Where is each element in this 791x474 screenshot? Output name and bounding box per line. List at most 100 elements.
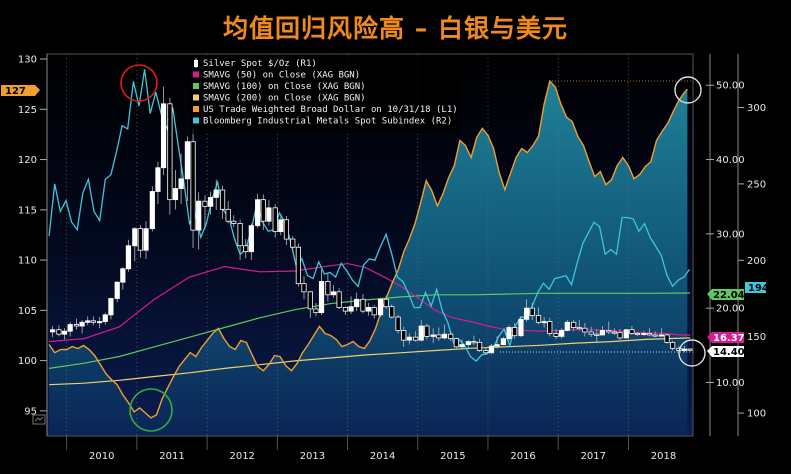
title-bar: 均值回归风险高 – 白银与美元 [0, 0, 791, 54]
x-tick-label: 2018 [651, 451, 676, 462]
x-tick-label: 2016 [510, 451, 535, 462]
silver-candle [418, 325, 424, 341]
silver-candle [132, 228, 138, 247]
silver-candle [681, 348, 688, 351]
tag-silver-text: 14.40 [713, 347, 745, 358]
silver-candle [213, 189, 219, 198]
left-tick-label: 115 [18, 205, 37, 216]
silver-candle [178, 178, 184, 189]
silver-candle [85, 320, 91, 323]
silver-candle [494, 344, 500, 347]
right-inner-tick-label: 10.00 [716, 378, 745, 389]
silver-candle [606, 330, 612, 333]
silver-candle [143, 228, 149, 251]
silver-candle [237, 223, 243, 247]
tag-sma100: 22.04 [707, 289, 745, 301]
silver-candle [646, 333, 653, 336]
silver-candle [325, 281, 331, 296]
tag-sma100-text: 22.04 [713, 290, 745, 301]
x-tick-label: 2014 [370, 451, 395, 462]
right-outer-tick-label: 200 [747, 256, 766, 267]
legend-swatch [193, 106, 199, 112]
silver-candle [483, 350, 489, 354]
silver-candle [518, 318, 524, 337]
silver-candle [167, 103, 173, 201]
silver-candle [664, 334, 670, 343]
usd-line [48, 79, 688, 419]
page-title: 均值回归风险高 – 白银与美元 [223, 14, 568, 43]
silver-candle [611, 331, 617, 334]
silver-candle [476, 341, 483, 351]
silver-candle [371, 307, 377, 316]
silver-candle [652, 334, 658, 337]
silver-candle [149, 191, 155, 230]
silver-candle [453, 338, 459, 348]
left-tick-label: 110 [18, 256, 37, 267]
silver-candle [272, 207, 278, 233]
right-outer-tick-label: 100 [747, 409, 766, 420]
sma200-line [49, 337, 691, 386]
legend: Silver Spot $/Oz (R1) SMAVG (50) on Close… [190, 57, 460, 134]
x-tick-label: 2017 [581, 451, 606, 462]
silver-candle [617, 332, 623, 339]
x-axis-panel [0, 436, 791, 474]
silver-candle [634, 333, 641, 336]
legend-label: SMAVG (200) on Close (XAG BGN) [203, 94, 366, 104]
silver-candle [248, 225, 254, 253]
silver-candle [529, 307, 535, 317]
silver-candle [114, 281, 120, 299]
legend-label: Silver Spot $/Oz (R1) [203, 59, 317, 69]
tag-bcom-text: 194 [748, 283, 769, 294]
silver-candle [79, 321, 85, 327]
silver-candle [535, 315, 542, 323]
silver-candle [50, 329, 56, 333]
silver-candle [202, 200, 208, 207]
silver-candle [377, 298, 384, 316]
silver-candle [184, 141, 191, 180]
right-outer-tick-label: 250 [747, 179, 766, 190]
silver-candle [318, 281, 325, 314]
silver-candle [488, 345, 495, 354]
silver-candle [125, 245, 132, 270]
bcom-line [48, 69, 691, 362]
silver-candles [50, 86, 693, 355]
silver-candle [155, 167, 161, 192]
tag-sma50: 16.37 [707, 332, 745, 344]
left-axis-panel [0, 54, 47, 474]
x-tick-label: 2015 [440, 451, 465, 462]
silver-candle [436, 334, 442, 339]
silver-candle [430, 334, 436, 337]
silver-candle [301, 283, 307, 293]
left-axis: 130 125 120 115 110 105 100 95 [18, 54, 48, 436]
right-axis-panel [693, 54, 791, 474]
silver-candle [401, 330, 407, 341]
silver-candle [413, 336, 419, 341]
silver-candle [547, 321, 553, 334]
silver-candle [465, 341, 471, 345]
silver-candle [56, 329, 62, 335]
legend-label: SMAVG (100) on Close (XAG BGN) [203, 82, 366, 92]
usd-recent-circle [674, 76, 702, 104]
silver-candle [172, 188, 179, 201]
right-outer-tick-label: 150 [747, 332, 766, 343]
toolbar-icon[interactable] [32, 414, 46, 425]
left-tick-label: 95 [24, 406, 37, 417]
silver-candle [160, 103, 167, 169]
silver-candle [506, 327, 512, 340]
silver-candle [283, 219, 290, 240]
left-tick-label: 100 [18, 356, 37, 367]
annotation-circles [120, 64, 706, 432]
silver-candle [459, 344, 465, 348]
right-inner-tick-label: 50.00 [716, 81, 745, 92]
usd-area-fill [49, 81, 688, 436]
silver-candle [231, 220, 237, 224]
legend-label: US Trade Weighted Broad Dollar on 10/31/… [203, 105, 458, 115]
last-value-tags: 127 22.04 194 16.37 14.40 [1, 85, 769, 358]
right-outer-tick-label: 300 [747, 103, 766, 114]
silver-candle [448, 333, 454, 340]
silver-candle [307, 291, 313, 310]
silver-candle [670, 341, 676, 349]
silver-candle [225, 208, 231, 222]
silver-candle [541, 321, 547, 324]
silver-candle [383, 298, 389, 308]
